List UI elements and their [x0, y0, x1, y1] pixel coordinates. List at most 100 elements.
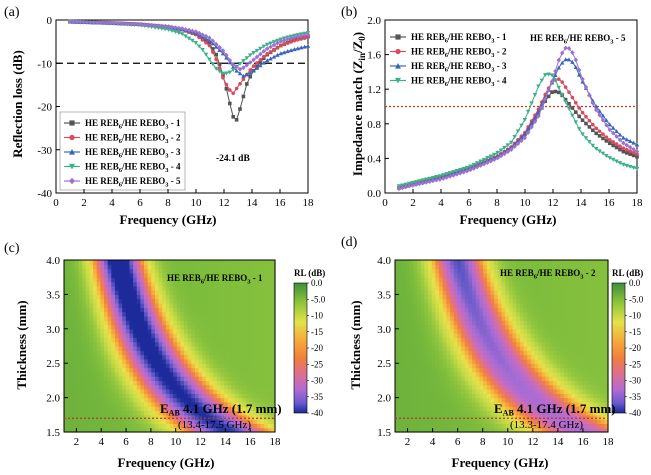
- panel-d-heatmap-cell: [395, 320, 400, 326]
- panel-d-heatmap-cell: [538, 341, 543, 347]
- panel-c-heatmap-cell: [227, 367, 232, 373]
- panel-d-heatmap-cell: [475, 285, 481, 291]
- panel-d-heatmap-cell: [450, 311, 455, 317]
- panel-d-heatmap-cell: [552, 401, 558, 407]
- panel-c-heatmap-cell: [242, 303, 247, 308]
- panel-c-heatmap-cell: [147, 419, 152, 424]
- panel-d-heatmap-cell: [464, 346, 470, 351]
- panel-c-heatmap-cell: [187, 264, 192, 270]
- panel-c-heatmap-cell: [260, 328, 265, 334]
- panel-c-heatmap-cell: [234, 423, 240, 429]
- panel-c-heatmap-cell: [151, 393, 156, 399]
- panel-a-series-2-point: [282, 42, 287, 47]
- panel-c-heatmap-cell: [256, 264, 262, 270]
- panel-c-heatmap-cell: [216, 311, 222, 317]
- panel-d-heatmap-cell: [541, 423, 547, 429]
- panel-c-heatmap-cell: [169, 384, 174, 390]
- panel-c-heatmap-cell: [173, 328, 178, 334]
- panel-c-heatmap-cell: [173, 333, 178, 338]
- panel-d-heatmap-cell: [519, 414, 525, 420]
- panel-c-heatmap-cell: [147, 333, 152, 338]
- panel-c-heatmap-cell: [184, 363, 189, 369]
- panel-c-heatmap-cell: [78, 427, 83, 433]
- panel-d-heatmap-cell: [431, 277, 436, 283]
- panel-c-heatmap-cell: [118, 350, 123, 356]
- panel-d-heatmap-cell: [442, 406, 448, 412]
- panel-c-heatmap-cell: [191, 354, 196, 360]
- panel-c-heatmap-cell: [184, 333, 189, 338]
- panel-c-heatmap-cell: [125, 367, 131, 373]
- panel-d-heatmap-cell: [431, 371, 436, 377]
- panel-c-heatmap-cell: [162, 358, 167, 364]
- panel-c-heatmap-cell: [224, 384, 229, 390]
- panel-c-heatmap-cell: [96, 307, 101, 313]
- panel-b-series-5-point: [434, 177, 439, 183]
- panel-d-heatmap-cell: [446, 307, 451, 313]
- panel-d-heatmap-cell: [450, 384, 455, 390]
- panel-c-heatmap-cell: [140, 315, 145, 321]
- panel-d-heatmap-cell: [494, 324, 499, 330]
- panel-c-heatmap-cell: [100, 371, 105, 377]
- panel-c-heatmap-cell: [147, 298, 152, 304]
- panel-c-heatmap-cell: [245, 315, 251, 321]
- panel-c-heatmap-cell: [118, 376, 123, 381]
- panel-c-heatmap-cell: [136, 346, 141, 351]
- panel-b-legend-marker-1: [395, 34, 401, 40]
- panel-c-heatmap-cell: [271, 410, 276, 416]
- panel-d-heatmap-cell: [472, 303, 477, 308]
- panel-c-heatmap-cell: [93, 371, 98, 377]
- panel-c-heatmap-cell: [147, 380, 152, 386]
- panel-d-heatmap-cell: [545, 320, 550, 326]
- panel-b-series-2-point: [625, 147, 629, 152]
- panel-d-heatmap-cell: [442, 410, 448, 416]
- panel-d-heatmap-cell: [534, 277, 539, 283]
- panel-d-heatmap-cell: [538, 281, 543, 287]
- panel-c-heatmap-cell: [267, 337, 272, 343]
- panel-c-heatmap-cell: [74, 320, 80, 326]
- panel-c-heatmap-cell: [216, 406, 222, 412]
- panel-d-heatmap-cell: [468, 414, 473, 420]
- panel-c-heatmap-cell: [129, 371, 134, 377]
- panel-c-heatmap-cell: [74, 264, 80, 270]
- panel-d-heatmap-cell: [395, 277, 400, 283]
- panel-b-series-5-point: [478, 163, 483, 168]
- panel-d-heatmap-cell: [508, 324, 514, 330]
- panel-c-heatmap-cell: [125, 401, 131, 407]
- panel-b-legend-label-part: 6: [445, 38, 449, 45]
- panel-d-heatmap-cell: [479, 281, 484, 287]
- panel-d-heatmap-cell: [497, 380, 503, 386]
- panel-c-heatmap-cell: [213, 406, 218, 412]
- panel-d-heatmap-cell: [468, 298, 473, 304]
- panel-b-series-4-point: [546, 72, 551, 77]
- panel-d-heatmap-cell: [435, 363, 440, 369]
- panel-c-heatmap-cell: [96, 294, 101, 300]
- panel-c-heatmap-cell: [151, 294, 156, 300]
- panel-c-heatmap-cell: [129, 277, 134, 283]
- panel-d-heatmap-cell: [479, 358, 484, 364]
- panel-c-heatmap-cell: [213, 294, 218, 300]
- panel-d-heatmap-cell: [534, 358, 539, 364]
- panel-d-heatmap-cell: [527, 419, 532, 424]
- panel-c-heatmap-cell: [67, 397, 72, 403]
- panel-c-heatmap-cell: [224, 393, 229, 399]
- panel-d-heatmap-cell: [494, 427, 499, 433]
- panel-c-heatmap-cell: [82, 337, 87, 343]
- panel-c-heatmap-cell: [249, 272, 254, 278]
- panel-c-heatmap-cell: [184, 406, 189, 412]
- panel-d-heatmap-cell: [490, 272, 495, 278]
- panel-b-series-4-point: [597, 149, 602, 154]
- panel-c-heatmap-cell: [264, 328, 269, 334]
- panel-c-heatmap-cell: [173, 406, 178, 412]
- panel-c-heatmap-cell: [227, 427, 232, 433]
- panel-c-heatmap-cell: [154, 384, 160, 390]
- panel-a-series-5-point: [203, 33, 209, 39]
- panel-c-heatmap-cell: [224, 277, 229, 283]
- panel-c-heatmap-cell: [194, 277, 200, 283]
- panel-d-heatmap-cell: [439, 290, 444, 295]
- panel-c-heatmap-cell: [224, 389, 229, 394]
- panel-d-heatmap-cell: [501, 333, 506, 338]
- panel-c-heatmap-cell: [180, 281, 185, 287]
- panel-c-heatmap-cell: [144, 268, 149, 274]
- panel-d-heatmap-cell: [508, 380, 514, 386]
- panel-c-heatmap-cell: [85, 346, 91, 351]
